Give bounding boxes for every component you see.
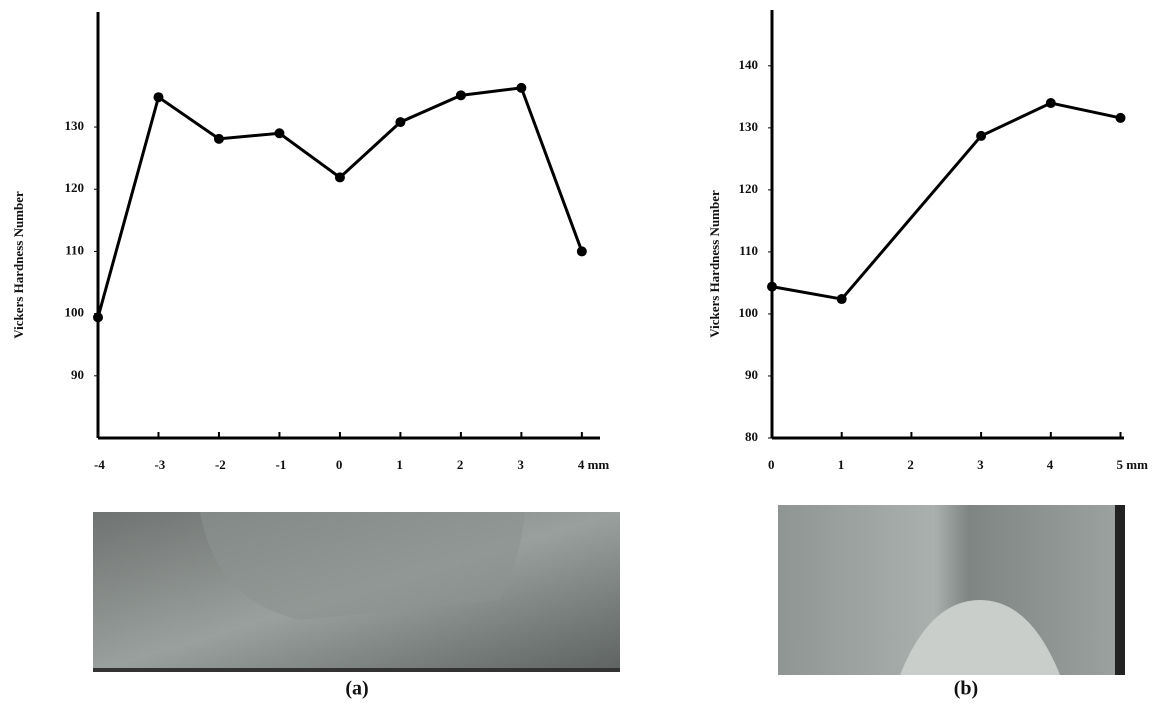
x-tick-label: -4	[94, 457, 105, 472]
y-tick-label: 90	[71, 367, 84, 382]
data-point	[455, 90, 466, 101]
y-tick-label: 130	[739, 119, 759, 134]
data-line	[771, 101, 1121, 301]
data-point	[153, 92, 164, 103]
y-tick-label: 100	[65, 305, 85, 320]
y-tick-label: 120	[65, 180, 85, 195]
micrograph-edge-a	[93, 668, 620, 672]
x-tick-label: 1	[838, 457, 845, 472]
x-tick-label: 1	[396, 457, 403, 472]
y-axis-label: Vickers Hardness Number	[11, 191, 26, 339]
weld-zone-b	[900, 600, 1060, 675]
caption: (b)	[954, 678, 978, 700]
x-tick-label: 3	[517, 457, 524, 472]
y-tick-label: 110	[739, 243, 758, 258]
y-axis-label: Vickers Hardness Number	[707, 190, 722, 338]
y-tick-label: 90	[745, 367, 758, 382]
data-point	[93, 312, 103, 323]
x-tick-label: 2	[907, 457, 914, 472]
data-point	[576, 246, 587, 257]
x-tick-label: -2	[215, 457, 226, 472]
data-point	[767, 281, 777, 292]
y-tick-label: 140	[739, 57, 759, 72]
data-point	[976, 130, 987, 141]
x-tick-label: 0	[336, 457, 343, 472]
y-tick-label: 110	[65, 242, 84, 257]
x-tick-label: 4 mm	[578, 457, 610, 472]
data-point	[1045, 98, 1056, 109]
y-tick-label: 100	[739, 305, 759, 320]
data-point	[213, 133, 224, 144]
data-point	[1115, 112, 1126, 123]
x-tick-label: 3	[977, 457, 984, 472]
x-tick-label: 5 mm	[1117, 457, 1149, 472]
x-tick-label: -1	[275, 457, 286, 472]
x-tick-label: 2	[457, 457, 464, 472]
data-point	[274, 128, 285, 139]
data-point	[836, 294, 847, 305]
x-tick-label: 4	[1047, 457, 1054, 472]
y-tick-label: 80	[745, 429, 758, 444]
x-tick-label: -3	[154, 457, 165, 472]
x-tick-label: 0	[768, 457, 775, 472]
micrograph-edge-b	[1115, 505, 1125, 675]
y-tick-label: 120	[739, 181, 759, 196]
data-point	[334, 172, 345, 183]
data-point	[395, 117, 406, 128]
weld-zone-a	[200, 512, 525, 620]
caption: (a)	[345, 678, 368, 700]
data-line	[96, 86, 584, 318]
y-tick-label: 130	[65, 118, 85, 133]
data-point	[516, 82, 527, 93]
